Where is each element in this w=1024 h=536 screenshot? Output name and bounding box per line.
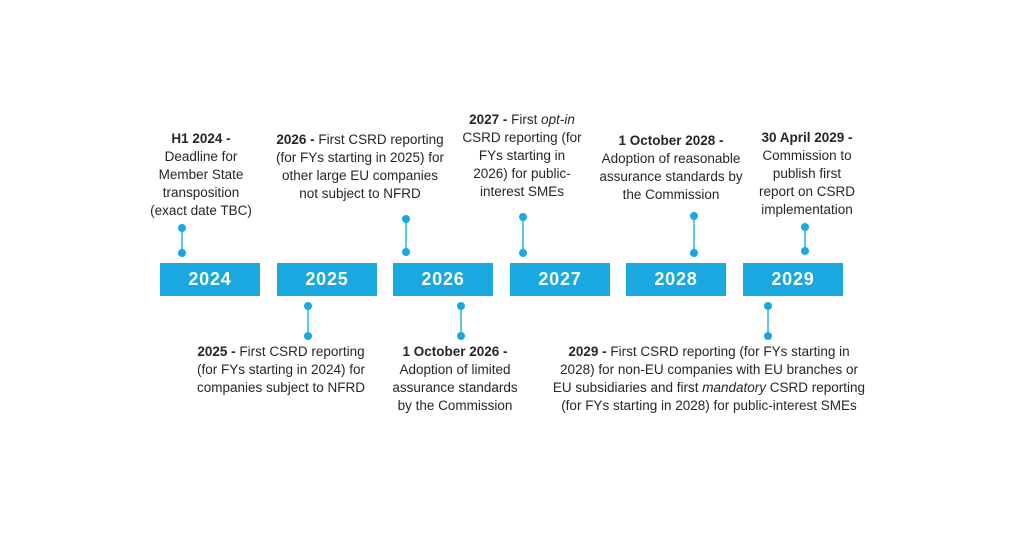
annotation-date: H1 2024 - — [171, 131, 231, 146]
annotation-text: Deadline for Member State transposition … — [150, 149, 252, 218]
connector-top-2026 — [402, 215, 410, 256]
annotation-date: 30 April 2029 - — [761, 130, 853, 145]
annotation-italic-text: mandatory — [702, 380, 767, 395]
annotation-date: 2029 - — [568, 344, 611, 359]
connector-top-2029 — [801, 223, 809, 255]
year-box-2028: 2028 — [626, 263, 726, 296]
annotation-top-2029: 30 April 2029 - Commission to publish fi… — [759, 129, 855, 219]
annotation-italic-text: opt-in — [541, 112, 575, 127]
connector-bottom-2026 — [457, 302, 465, 340]
annotation-date: 2027 - — [469, 112, 512, 127]
annotation-top-2028: 1 October 2028 - Adoption of reasonable … — [599, 132, 742, 204]
year-box-2024: 2024 — [160, 263, 260, 296]
annotation-text: CSRD reporting (for FYs starting in 2026… — [462, 130, 582, 199]
annotation-date: 1 October 2028 - — [618, 133, 724, 148]
annotation-text: Adoption of reasonable assurance standar… — [599, 151, 743, 202]
annotation-text: First CSRD reporting (for FYs starting i… — [552, 344, 858, 395]
annotation-top-2027: 2027 - First opt-in CSRD reporting (for … — [462, 111, 581, 201]
annotation-date: 1 October 2026 - — [402, 344, 508, 359]
connector-top-2027 — [519, 213, 527, 257]
annotation-text: Adoption of limited assurance standards … — [392, 362, 518, 413]
year-box-2026: 2026 — [393, 263, 493, 296]
annotation-top-h1-2024: H1 2024 - Deadline for Member State tran… — [150, 130, 252, 220]
annotation-text: First — [511, 112, 542, 127]
connector-top-2028 — [690, 212, 698, 257]
annotation-text: First CSRD reporting (for FYs starting i… — [196, 344, 366, 395]
annotation-date: 2025 - — [197, 344, 240, 359]
year-box-2029: 2029 — [743, 263, 843, 296]
connector-bottom-2025 — [304, 302, 312, 340]
annotation-text: CSRD reporting (for FYs starting in 2028… — [561, 380, 866, 413]
annotation-top-2026: 2026 - First CSRD reporting (for FYs sta… — [276, 131, 444, 203]
connector-bottom-2029 — [764, 302, 772, 340]
annotation-text: Commission to publish first report on CS… — [758, 148, 856, 217]
year-box-2027: 2027 — [510, 263, 610, 296]
year-box-2025: 2025 — [277, 263, 377, 296]
annotation-bottom-2025: 2025 - First CSRD reporting (for FYs sta… — [197, 343, 365, 397]
annotation-bottom-2026: 1 October 2026 - Adoption of limited ass… — [392, 343, 517, 415]
annotation-text: First CSRD reporting (for FYs starting i… — [275, 132, 445, 201]
annotation-bottom-2029: 2029 - First CSRD reporting (for FYs sta… — [553, 343, 865, 415]
annotation-date: 2026 - — [276, 132, 319, 147]
connector-top-2024 — [178, 224, 186, 257]
